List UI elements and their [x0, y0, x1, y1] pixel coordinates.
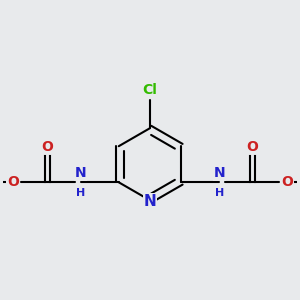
Text: H: H: [214, 188, 224, 199]
Text: O: O: [7, 175, 19, 189]
Text: Cl: Cl: [142, 83, 158, 97]
Text: H: H: [76, 188, 86, 199]
Text: N: N: [213, 167, 225, 180]
Text: O: O: [247, 140, 258, 154]
Text: N: N: [144, 194, 156, 209]
Text: O: O: [42, 140, 53, 154]
Text: N: N: [75, 167, 87, 180]
Text: O: O: [281, 175, 293, 189]
